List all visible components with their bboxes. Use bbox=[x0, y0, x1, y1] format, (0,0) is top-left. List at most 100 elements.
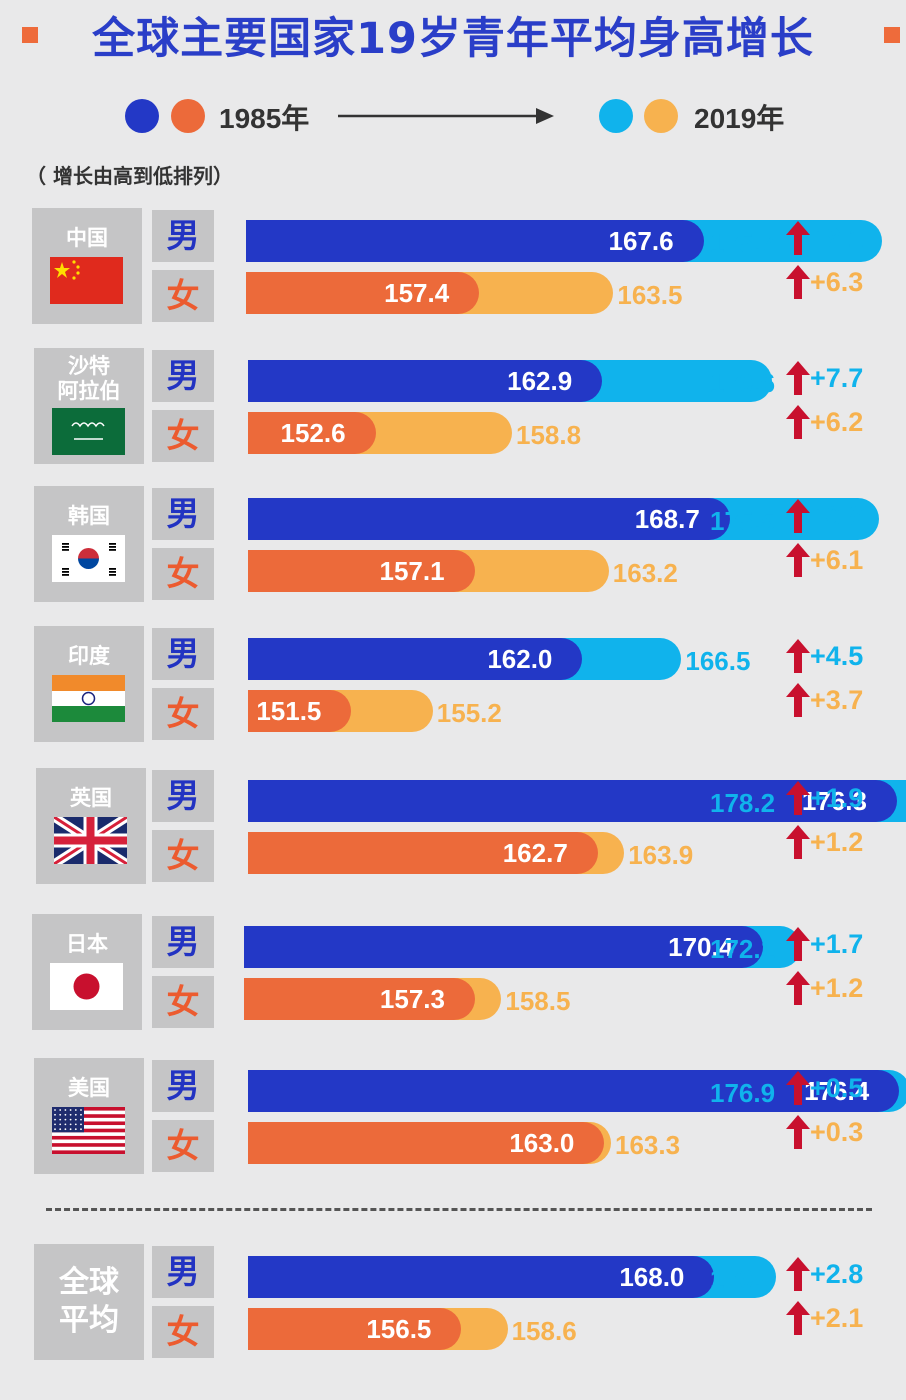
value-2019-female: 163.9 bbox=[628, 840, 694, 870]
up-arrow-icon bbox=[786, 1115, 810, 1149]
bar-2019-male: 170.4 bbox=[244, 926, 801, 968]
bar-1985-female: 151.5 bbox=[248, 690, 352, 732]
male-label: 男 bbox=[152, 1060, 214, 1112]
up-arrow-icon bbox=[786, 927, 810, 961]
bar-1985-male: 168.0 bbox=[248, 1256, 715, 1298]
country-box-2: 韩国 bbox=[34, 486, 144, 602]
female-label: 女 bbox=[152, 688, 214, 740]
country-name: 日本 bbox=[66, 932, 108, 956]
korea-flag bbox=[52, 535, 125, 582]
bar-2019-male: 168.0 bbox=[248, 1256, 776, 1298]
female-label: 女 bbox=[152, 830, 214, 882]
male-label: 男 bbox=[152, 350, 214, 402]
country-name-line: 全球 bbox=[59, 1265, 119, 1300]
growth-value: +0.5 bbox=[810, 1073, 864, 1103]
korea-flag-graphic bbox=[52, 535, 125, 582]
bar-2019-female: 162.7 bbox=[248, 832, 625, 874]
growth-value: +6.2 bbox=[810, 407, 864, 437]
value-2019-male: 172.1 bbox=[710, 934, 776, 964]
value-2019-female: 158.5 bbox=[505, 986, 571, 1016]
male-label: 男 bbox=[152, 488, 214, 540]
bar-1985-female: 152.6 bbox=[248, 412, 376, 454]
value-2019-male: 175.5 bbox=[710, 506, 776, 536]
bar-1985-male: 170.4 bbox=[244, 926, 764, 968]
value-2019-female: 158.6 bbox=[511, 1316, 577, 1346]
bar-1985-female: 157.1 bbox=[248, 550, 475, 592]
value-2019-female: 155.2 bbox=[436, 698, 502, 728]
bar-1985-female: 163.0 bbox=[248, 1122, 605, 1164]
growth-value: +1.2 bbox=[810, 973, 864, 1003]
female-label: 女 bbox=[152, 410, 214, 462]
up-arrow-icon bbox=[786, 543, 810, 577]
value-2019-female: 158.8 bbox=[516, 420, 582, 450]
value-2019-male: 170.6 bbox=[710, 368, 776, 398]
growth-value: +4.5 bbox=[810, 641, 864, 671]
bar-1985-male: 176.4 bbox=[248, 1070, 900, 1112]
up-arrow-icon bbox=[786, 499, 810, 533]
legend-dot-female-2019 bbox=[644, 99, 678, 133]
title-right-square bbox=[884, 27, 900, 43]
bar-2019-female: 157.4 bbox=[246, 272, 614, 314]
female-label: 女 bbox=[152, 976, 214, 1028]
growth-value: +2.1 bbox=[810, 1303, 864, 1333]
female-label: 女 bbox=[152, 1306, 214, 1358]
growth-value: +6.3 bbox=[810, 267, 864, 297]
country-name: 韩国 bbox=[68, 504, 110, 528]
bar-2019-female: 163.0 bbox=[248, 1122, 611, 1164]
bar-1985-female: 162.7 bbox=[248, 832, 598, 874]
usa-flag-graphic bbox=[52, 1107, 125, 1154]
up-arrow-icon bbox=[786, 405, 810, 439]
female-label: 女 bbox=[152, 270, 214, 322]
growth-value: +0.3 bbox=[810, 1117, 864, 1147]
up-arrow-icon bbox=[786, 1301, 810, 1335]
legend-arrow-icon bbox=[338, 108, 554, 124]
bar-2019-male: 167.6 bbox=[246, 220, 882, 262]
sort-note: （ 增长由高到低排列） bbox=[26, 164, 233, 188]
section-divider bbox=[46, 1208, 872, 1211]
country-name: 英国 bbox=[70, 786, 112, 810]
country-box-6: 美国 bbox=[34, 1058, 144, 1174]
country-box-0: 中国 bbox=[32, 208, 142, 324]
bar-2019-female: 157.3 bbox=[244, 978, 502, 1020]
growth-value: +3.7 bbox=[810, 685, 864, 715]
title-left-square bbox=[22, 27, 38, 43]
country-name: 美国 bbox=[68, 1076, 110, 1100]
india-flag bbox=[52, 675, 125, 722]
bar-1985-female: 156.5 bbox=[248, 1308, 462, 1350]
male-label: 男 bbox=[152, 770, 214, 822]
value-2019-male: 175.7 bbox=[710, 228, 776, 258]
up-arrow-icon bbox=[786, 221, 810, 255]
japan-flag bbox=[50, 963, 123, 1010]
up-arrow-icon bbox=[786, 1071, 810, 1105]
country-name-line: 阿拉伯 bbox=[57, 379, 121, 403]
japan-flag-graphic bbox=[50, 963, 123, 1010]
bar-2019-male: 168.7 bbox=[248, 498, 880, 540]
value-2019-female: 163.2 bbox=[612, 558, 678, 588]
bar-2019-female: 151.5 bbox=[248, 690, 433, 732]
growth-value: +1.7 bbox=[810, 929, 864, 959]
growth-value: +6.8 bbox=[810, 501, 864, 531]
country-name: 印度 bbox=[68, 644, 110, 668]
china-flag bbox=[50, 257, 123, 304]
growth-value: +1.2 bbox=[810, 827, 864, 857]
saudi-flag-graphic bbox=[52, 408, 125, 455]
value-2019-male: 170.8 bbox=[710, 1264, 776, 1294]
bar-2019-female: 157.1 bbox=[248, 550, 609, 592]
male-label: 男 bbox=[152, 628, 214, 680]
bar-1985-female: 157.4 bbox=[246, 272, 480, 314]
up-arrow-icon bbox=[786, 1257, 810, 1291]
bar-1985-male: 168.7 bbox=[248, 498, 730, 540]
bar-2019-female: 156.5 bbox=[248, 1308, 508, 1350]
country-box-7: 全球 平均 bbox=[34, 1244, 144, 1360]
bar-2019-male: 162.0 bbox=[248, 638, 682, 680]
country-box-4: 英国 bbox=[36, 768, 146, 884]
female-label: 女 bbox=[152, 1120, 214, 1172]
legend-dot-female-1985 bbox=[171, 99, 205, 133]
male-label: 男 bbox=[152, 1246, 214, 1298]
growth-value: +8.1 bbox=[810, 223, 864, 253]
bar-1985-male: 167.6 bbox=[246, 220, 704, 262]
value-2019-male: 178.2 bbox=[710, 788, 776, 818]
up-arrow-icon bbox=[786, 639, 810, 673]
up-arrow-icon bbox=[786, 825, 810, 859]
value-2019-male: 166.5 bbox=[685, 646, 751, 676]
